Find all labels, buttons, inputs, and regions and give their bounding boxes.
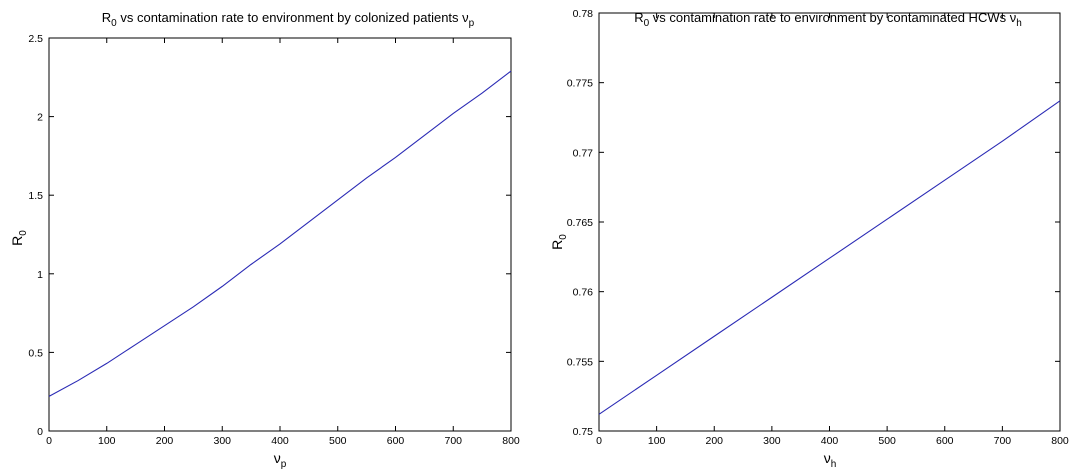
chart-left-y-tick-label: 1.5 bbox=[28, 190, 43, 202]
chart-left-title: R0 vs contamination rate to environment … bbox=[102, 10, 475, 29]
chart-right-y-axis-label: R0 bbox=[549, 234, 569, 250]
chart-left-ticks: 0 100 200 300 400 500 600 700 800 0 0.5 1 1.5 2 2.5 bbox=[28, 33, 520, 447]
chart-left-x-tick-label: 800 bbox=[502, 435, 520, 447]
chart-right: R0 vs contamination rate to environment … bbox=[549, 8, 1069, 470]
chart-left-y-tick-label: 2.5 bbox=[28, 33, 43, 45]
chart-left-y-tick-label: 0.5 bbox=[28, 347, 43, 359]
chart-left: R0 vs contamination rate to environment … bbox=[9, 10, 520, 470]
chart-left-y-tick-label: 0 bbox=[37, 426, 43, 438]
chart-right-title: R0 vs contamination rate to environment … bbox=[634, 10, 1022, 29]
chart-right-y-tick-label: 0.755 bbox=[567, 356, 593, 368]
chart-right-x-tick-label: 0 bbox=[596, 435, 602, 447]
chart-right-x-tick-label: 100 bbox=[648, 435, 666, 447]
chart-left-y-axis-label: R0 bbox=[9, 230, 29, 246]
chart-right-series-line bbox=[598, 100, 1061, 415]
chart-left-x-tick-label: 100 bbox=[98, 435, 116, 447]
chart-left-y-tick-label: 2 bbox=[37, 112, 43, 124]
chart-right-x-axis-label: νh bbox=[824, 450, 837, 470]
chart-right-x-tick-label: 700 bbox=[994, 435, 1012, 447]
chart-right-x-tick-label: 300 bbox=[763, 435, 781, 447]
chart-right-plot-frame bbox=[598, 12, 1061, 432]
chart-left-series-line bbox=[48, 70, 512, 397]
chart-right-x-tick-label: 400 bbox=[821, 435, 839, 447]
chart-left-plot-frame bbox=[48, 37, 512, 432]
chart-left-x-axis-label: νp bbox=[274, 450, 287, 470]
chart-right-x-tick-label: 600 bbox=[936, 435, 954, 447]
chart-right-ticks: 0 100 200 300 400 500 600 700 800 0.75 0.755 0.76 0.… bbox=[567, 8, 1069, 447]
chart-left-x-tick-label: 300 bbox=[213, 435, 231, 447]
chart-left-x-tick-label: 0 bbox=[46, 435, 52, 447]
chart-left-x-tick-label: 200 bbox=[156, 435, 174, 447]
chart-right-x-tick-label: 800 bbox=[1051, 435, 1069, 447]
chart-left-x-tick-label: 400 bbox=[271, 435, 289, 447]
chart-right-y-tick-label: 0.765 bbox=[567, 217, 593, 229]
chart-right-y-tick-label: 0.78 bbox=[573, 8, 594, 20]
chart-left-x-tick-label: 500 bbox=[329, 435, 347, 447]
chart-right-x-tick-label: 200 bbox=[705, 435, 723, 447]
chart-right-y-tick-label: 0.775 bbox=[567, 78, 593, 90]
chart-right-x-tick-label: 500 bbox=[878, 435, 896, 447]
chart-left-x-tick-label: 600 bbox=[387, 435, 405, 447]
chart-right-y-tick-label: 0.76 bbox=[573, 287, 594, 299]
chart-right-y-tick-label: 0.75 bbox=[573, 426, 594, 438]
chart-left-x-tick-label: 700 bbox=[444, 435, 462, 447]
chart-right-y-tick-label: 0.77 bbox=[573, 147, 594, 159]
chart-left-y-tick-label: 1 bbox=[37, 269, 43, 281]
